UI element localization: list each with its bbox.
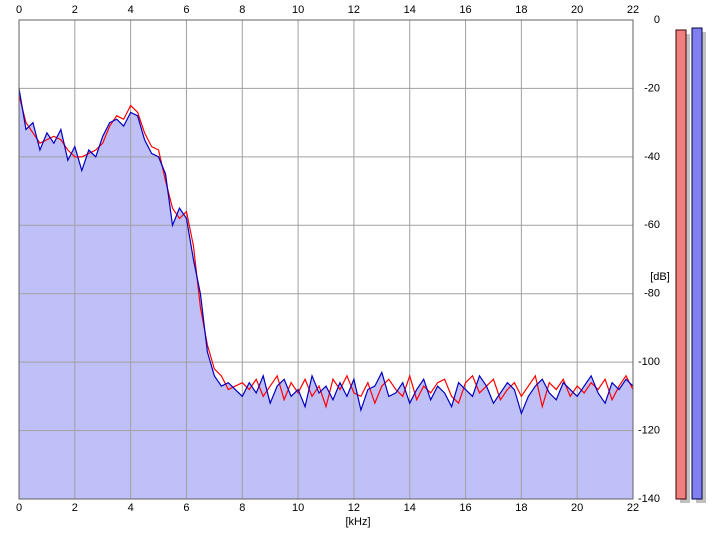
x-tick-label: 12 — [348, 4, 360, 16]
x-tick-label: 12 — [348, 502, 360, 514]
x-tick-label: 16 — [459, 502, 471, 514]
x-tick-label: 8 — [239, 502, 245, 514]
x-tick-label: 14 — [404, 4, 416, 16]
x-tick-label: 2 — [72, 502, 78, 514]
x-tick-label: 8 — [239, 4, 245, 16]
y-tick-label: -100 — [638, 356, 660, 368]
y-tick-label: -40 — [644, 151, 660, 163]
x-axis-label: [kHz] — [345, 516, 370, 528]
level-meter-right — [691, 27, 703, 500]
x-tick-label: 4 — [128, 4, 134, 16]
spectrum-line — [18, 95, 634, 410]
x-tick-label: 0 — [16, 4, 22, 16]
y-tick-label: -20 — [644, 82, 660, 94]
y-tick-label: -140 — [638, 493, 660, 505]
y-tick-label: -80 — [644, 288, 660, 300]
x-tick-label: 6 — [183, 502, 189, 514]
x-tick-label: 20 — [571, 502, 583, 514]
x-tick-label: 6 — [183, 4, 189, 16]
x-tick-label: 20 — [571, 4, 583, 16]
y-tick-label: 0 — [654, 14, 660, 26]
x-tick-label: 16 — [459, 4, 471, 16]
spectrum-line — [18, 88, 634, 416]
x-tick-label: 2 — [72, 4, 78, 16]
plot-border — [18, 19, 634, 500]
x-tick-label: 4 — [128, 502, 134, 514]
x-tick-label: 10 — [292, 4, 304, 16]
y-axis-label: [dB] — [650, 271, 670, 283]
x-tick-label: 10 — [292, 502, 304, 514]
level-meter-left — [675, 29, 687, 500]
x-tick-label: 22 — [627, 502, 639, 514]
x-tick-label: 18 — [515, 4, 527, 16]
spectrum-area — [19, 88, 633, 499]
x-tick-label: 14 — [404, 502, 416, 514]
y-tick-label: -60 — [644, 219, 660, 231]
y-tick-label: -120 — [638, 424, 660, 436]
x-tick-label: 22 — [627, 4, 639, 16]
x-tick-label: 18 — [515, 502, 527, 514]
x-tick-label: 0 — [16, 502, 22, 514]
